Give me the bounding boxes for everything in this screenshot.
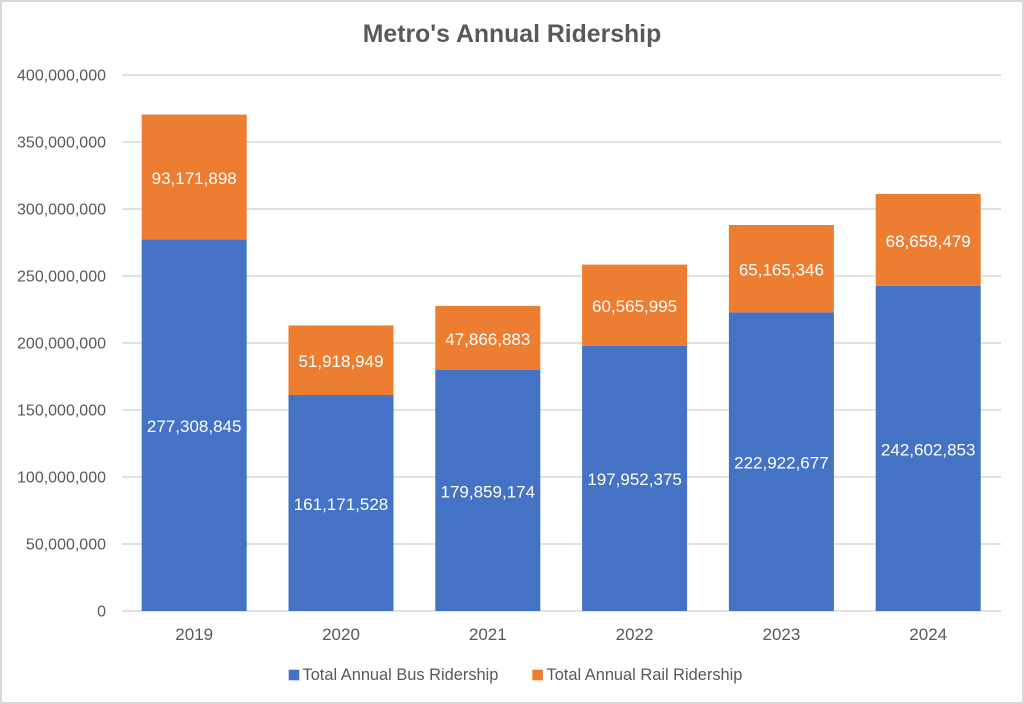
svg-text:100,000,000: 100,000,000 — [17, 470, 106, 487]
svg-text:51,918,949: 51,918,949 — [298, 352, 383, 371]
svg-text:2020: 2020 — [322, 625, 360, 644]
svg-text:300,000,000: 300,000,000 — [17, 202, 106, 219]
svg-text:242,602,853: 242,602,853 — [881, 440, 976, 459]
svg-text:65,165,346: 65,165,346 — [739, 261, 824, 280]
svg-text:2021: 2021 — [469, 625, 507, 644]
svg-text:179,859,174: 179,859,174 — [441, 482, 536, 501]
svg-text:250,000,000: 250,000,000 — [17, 269, 106, 286]
svg-text:2023: 2023 — [762, 625, 800, 644]
svg-text:93,171,898: 93,171,898 — [152, 169, 237, 188]
svg-text:47,866,883: 47,866,883 — [445, 330, 530, 349]
svg-text:222,922,677: 222,922,677 — [734, 454, 829, 473]
svg-text:0: 0 — [97, 604, 106, 621]
svg-text:197,952,375: 197,952,375 — [587, 470, 682, 489]
svg-text:2022: 2022 — [616, 625, 654, 644]
svg-text:2024: 2024 — [909, 625, 947, 644]
svg-text:277,308,845: 277,308,845 — [147, 417, 242, 436]
svg-text:Metro's Annual Ridership: Metro's Annual Ridership — [363, 21, 661, 48]
svg-text:350,000,000: 350,000,000 — [17, 135, 106, 152]
svg-text:200,000,000: 200,000,000 — [17, 336, 106, 353]
svg-text:Total Annual Rail Ridership: Total Annual Rail Ridership — [547, 666, 743, 684]
svg-text:Total Annual Bus Ridership: Total Annual Bus Ridership — [303, 666, 499, 684]
svg-text:68,658,479: 68,658,479 — [886, 232, 971, 251]
svg-text:400,000,000: 400,000,000 — [17, 68, 106, 85]
svg-text:2019: 2019 — [175, 625, 213, 644]
svg-text:60,565,995: 60,565,995 — [592, 297, 677, 316]
svg-text:161,171,528: 161,171,528 — [294, 495, 389, 514]
svg-text:50,000,000: 50,000,000 — [26, 537, 106, 554]
svg-text:150,000,000: 150,000,000 — [17, 403, 106, 420]
